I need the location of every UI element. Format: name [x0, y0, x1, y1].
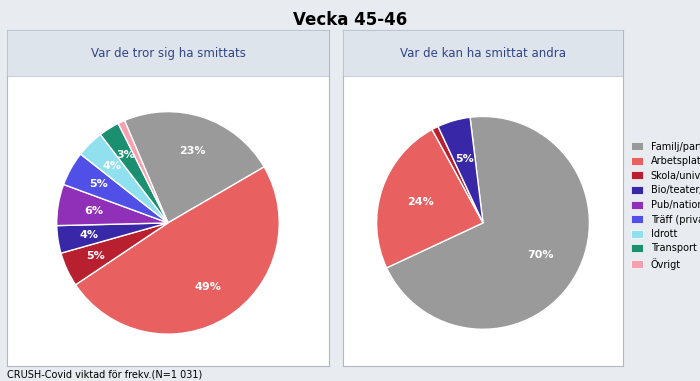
Wedge shape: [57, 184, 168, 226]
Text: Var de tror sig ha smittats: Var de tror sig ha smittats: [90, 47, 246, 60]
Text: 23%: 23%: [178, 146, 205, 156]
Text: CRUSH-Covid viktad för frekv.(N=1 031): CRUSH-Covid viktad för frekv.(N=1 031): [7, 369, 202, 379]
Wedge shape: [432, 126, 483, 223]
Text: 5%: 5%: [456, 154, 474, 165]
Legend: Familj/partner/sambo, Arbetsplats, Skola/universitet, Bio/teater/kyrka/moské, Pu: Familj/partner/sambo, Arbetsplats, Skola…: [631, 142, 700, 270]
Text: 5%: 5%: [86, 251, 105, 261]
Wedge shape: [118, 120, 168, 223]
Wedge shape: [76, 167, 279, 334]
Text: 49%: 49%: [195, 282, 221, 292]
Wedge shape: [80, 134, 168, 223]
Text: 6%: 6%: [84, 205, 103, 216]
Text: Vecka 45-46: Vecka 45-46: [293, 11, 407, 29]
Wedge shape: [64, 154, 168, 223]
Text: 70%: 70%: [527, 250, 554, 260]
Text: 4%: 4%: [102, 161, 121, 171]
Wedge shape: [57, 223, 168, 253]
Wedge shape: [125, 112, 264, 223]
Wedge shape: [61, 223, 168, 285]
Wedge shape: [377, 130, 483, 268]
Text: 5%: 5%: [89, 179, 108, 189]
Text: 4%: 4%: [79, 230, 98, 240]
Wedge shape: [438, 117, 483, 223]
Wedge shape: [100, 123, 168, 223]
Text: 3%: 3%: [116, 150, 135, 160]
Text: Var de kan ha smittat andra: Var de kan ha smittat andra: [400, 47, 566, 60]
Text: 24%: 24%: [407, 197, 434, 207]
Wedge shape: [386, 117, 589, 329]
